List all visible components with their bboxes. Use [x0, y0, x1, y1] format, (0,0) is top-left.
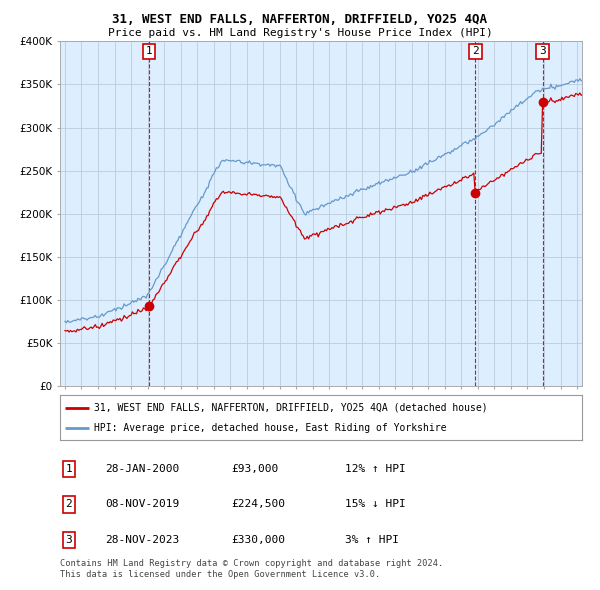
Text: 28-JAN-2000: 28-JAN-2000: [105, 464, 179, 474]
Text: 2: 2: [65, 500, 73, 509]
Text: 15% ↓ HPI: 15% ↓ HPI: [345, 500, 406, 509]
Text: 3% ↑ HPI: 3% ↑ HPI: [345, 535, 399, 545]
Text: 12% ↑ HPI: 12% ↑ HPI: [345, 464, 406, 474]
Text: £93,000: £93,000: [231, 464, 278, 474]
Text: HPI: Average price, detached house, East Riding of Yorkshire: HPI: Average price, detached house, East…: [94, 424, 446, 434]
Text: 3: 3: [539, 47, 546, 57]
Text: 3: 3: [65, 535, 73, 545]
Text: 31, WEST END FALLS, NAFFERTON, DRIFFIELD, YO25 4QA: 31, WEST END FALLS, NAFFERTON, DRIFFIELD…: [113, 13, 487, 26]
Text: 28-NOV-2023: 28-NOV-2023: [105, 535, 179, 545]
Text: 08-NOV-2019: 08-NOV-2019: [105, 500, 179, 509]
Text: Price paid vs. HM Land Registry's House Price Index (HPI): Price paid vs. HM Land Registry's House …: [107, 28, 493, 38]
Text: This data is licensed under the Open Government Licence v3.0.: This data is licensed under the Open Gov…: [60, 571, 380, 579]
Text: Contains HM Land Registry data © Crown copyright and database right 2024.: Contains HM Land Registry data © Crown c…: [60, 559, 443, 568]
Text: £330,000: £330,000: [231, 535, 285, 545]
Text: £224,500: £224,500: [231, 500, 285, 509]
Text: 2: 2: [472, 47, 479, 57]
Text: 31, WEST END FALLS, NAFFERTON, DRIFFIELD, YO25 4QA (detached house): 31, WEST END FALLS, NAFFERTON, DRIFFIELD…: [94, 403, 488, 412]
Text: 1: 1: [145, 47, 152, 57]
Text: 1: 1: [65, 464, 73, 474]
